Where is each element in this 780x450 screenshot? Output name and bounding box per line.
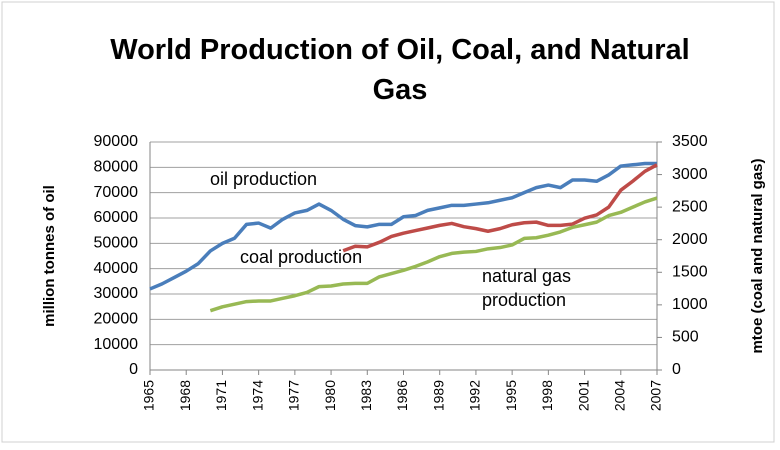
y2-tick-label: 3500: [672, 133, 708, 150]
x-tick-label: 1971: [213, 380, 229, 411]
x-tick-label: 1974: [249, 380, 265, 411]
y-tick-label: 70000: [94, 184, 139, 201]
x-tick-label: 1992: [467, 380, 483, 411]
x-tick-label: 1983: [358, 380, 374, 411]
y-tick-label: 10000: [94, 336, 139, 353]
x-tick-label: 2004: [611, 380, 627, 411]
y2-tick-label: 1500: [672, 264, 708, 281]
x-tick-label: 1980: [322, 380, 338, 411]
x-tick-label: 1998: [539, 380, 555, 411]
x-tick-label: 1968: [177, 380, 193, 411]
y-tick-label: 90000: [94, 133, 139, 150]
x-tick-label: 1965: [141, 380, 157, 411]
series-line: [209, 196, 658, 313]
series-line: [149, 161, 657, 291]
y-axis-label: million tonnes of oil: [41, 185, 58, 327]
y-tick-label: 40000: [94, 260, 139, 277]
annotation: coal production: [240, 247, 362, 267]
chart-frame: [1, 1, 775, 443]
x-tick-label: 1977: [286, 380, 302, 411]
x-tick-label: 1989: [430, 380, 446, 411]
x-tick-label: 1986: [394, 380, 410, 411]
annotation: natural gas: [482, 266, 571, 286]
y2-axis-label: mtoe (coal and natural gas): [749, 158, 766, 353]
series-line: [342, 163, 658, 253]
annotation: oil production: [210, 169, 317, 189]
y2-tick-label: 1000: [672, 296, 708, 313]
chart-title: World Production of Oil, Coal, and Natur…: [110, 34, 690, 106]
y2-tick-label: 2000: [672, 231, 708, 248]
x-tick-label: 1995: [503, 380, 519, 411]
y-tick-label: 60000: [94, 209, 139, 226]
x-tick-label: 2007: [648, 380, 664, 411]
y-tick-label: 0: [129, 361, 138, 378]
annotation: production: [482, 290, 566, 310]
y2-tick-label: 2500: [672, 198, 708, 215]
y-tick-label: 80000: [94, 159, 139, 176]
y-tick-label: 30000: [94, 285, 139, 302]
y2-tick-label: 0: [672, 361, 681, 378]
y-tick-label: 20000: [94, 311, 139, 328]
y2-tick-label: 3000: [672, 166, 708, 183]
x-tick-label: 2001: [575, 380, 591, 411]
y2-tick-label: 500: [672, 329, 699, 346]
y-tick-label: 50000: [94, 235, 139, 252]
